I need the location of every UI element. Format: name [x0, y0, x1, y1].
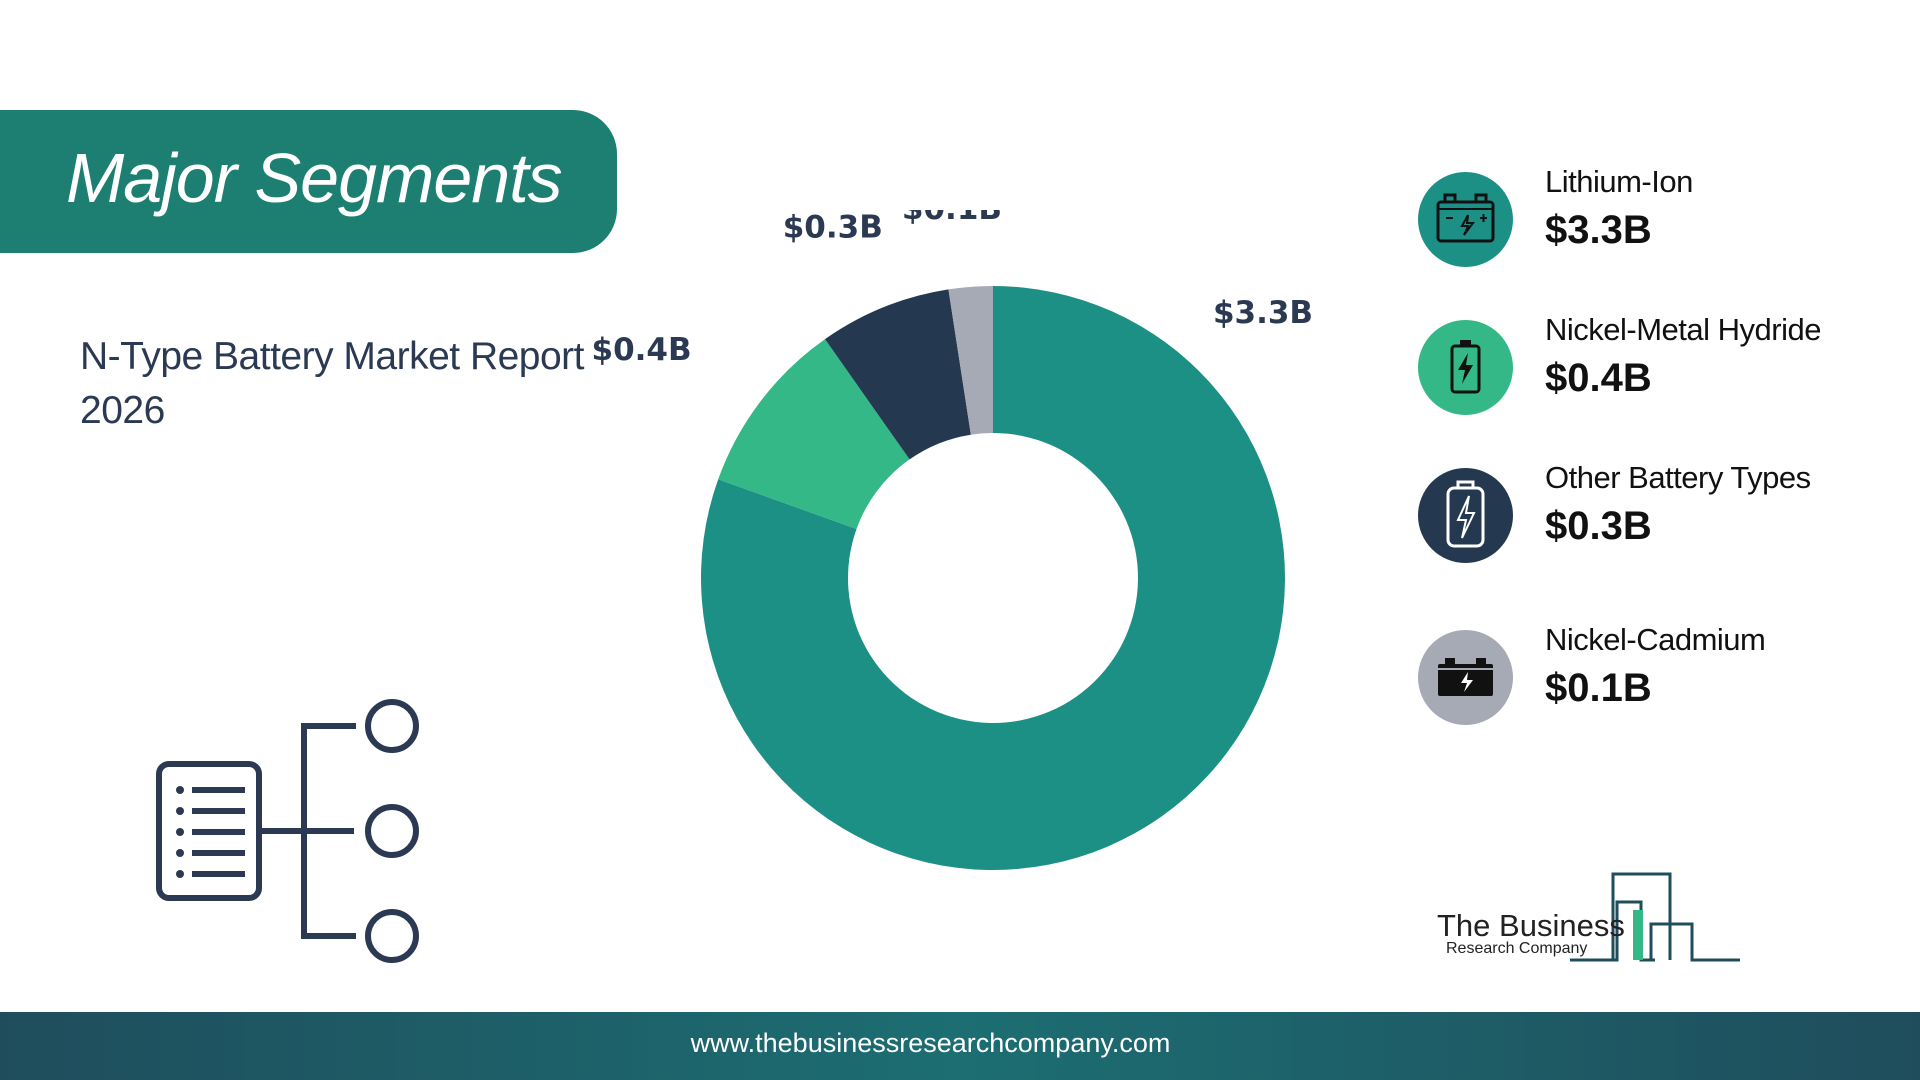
data-label-nickel-metal-hydride: $0.4B [592, 332, 692, 368]
legend-swatch [1418, 320, 1513, 415]
legend-value: $0.1B [1545, 666, 1652, 710]
legend-value: $0.4B [1545, 356, 1652, 400]
battery-block-icon [1438, 658, 1493, 696]
data-label-lithium-ion: $3.3B [1213, 295, 1313, 331]
legend-item-nickel-metal-hydride: Nickel-Metal Hydride $0.4B [1418, 312, 1898, 420]
segments-tree-icon [156, 699, 419, 963]
battery-charging-icon [1450, 340, 1481, 394]
legend-swatch [1418, 468, 1513, 563]
title-banner: Major Segments [0, 110, 617, 253]
data-label-nickel-cadmium: $0.1B [902, 210, 1002, 227]
logo-buildings-icon [1570, 872, 1740, 962]
car-battery-icon [1436, 193, 1495, 243]
donut-slice-lithium-ion [701, 286, 1285, 870]
website-link[interactable]: www.thebusinessresearchcompany.com [690, 1028, 1171, 1058]
legend-label: Lithium-Ion [1545, 164, 1693, 199]
donut-slice-other-battery-types [825, 289, 971, 460]
donut-slice-nickel-metal-hydride [718, 339, 910, 529]
legend-item-lithium-ion: Lithium-Ion $3.3B [1418, 164, 1898, 272]
legend-item-other-battery-types: Other Battery Types $0.3B [1418, 460, 1898, 568]
legend-item-nickel-cadmium: Nickel-Cadmium $0.1B [1418, 622, 1898, 730]
legend-label: Nickel-Cadmium [1545, 622, 1766, 657]
donut-chart: $3.3B $0.4B $0.3B $0.1B [592, 210, 1313, 870]
data-label-other-battery-types: $0.3B [783, 210, 883, 245]
page-title: Major Segments [66, 139, 563, 217]
legend-label: Other Battery Types [1545, 460, 1811, 495]
donut-slice-nickel-cadmium [948, 286, 993, 435]
logo-subtext: Research Company [1446, 940, 1588, 957]
legend-value: $3.3B [1545, 208, 1652, 252]
logo-text: The Business [1437, 908, 1625, 943]
footer-bar: www.thebusinessresearchcompany.com [0, 1012, 1920, 1080]
company-logo: The Business Research Company [1430, 870, 1750, 970]
legend-value: $0.3B [1545, 504, 1652, 548]
legend-label: Nickel-Metal Hydride [1545, 312, 1821, 347]
legend-swatch [1418, 172, 1513, 267]
legend-swatch [1418, 630, 1513, 725]
battery-bolt-icon [1446, 480, 1485, 548]
report-subtitle: N-Type Battery Market Report 2026 [80, 335, 585, 432]
